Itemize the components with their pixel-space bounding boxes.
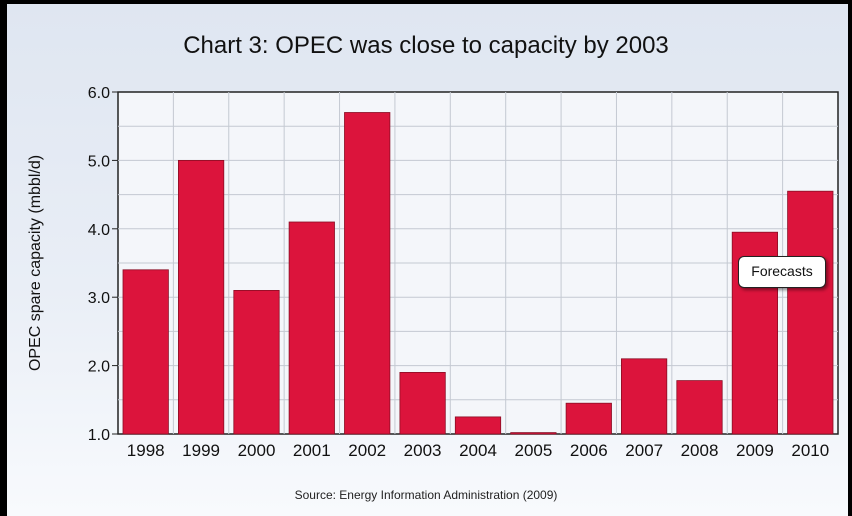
y-tick-label: 2.0 (88, 359, 110, 376)
y-tick-label: 6.0 (88, 85, 110, 102)
bar-2004 (454, 416, 502, 435)
source-note: Source: Energy Information Administratio… (294, 488, 558, 502)
x-tick-label: 2007 (625, 441, 663, 460)
bar-2005 (510, 432, 557, 435)
y-axis-ticks: 1.0 2.0 3.0 4.0 5.0 6.0 (88, 85, 118, 444)
bar-1999 (177, 159, 225, 435)
x-tick-label: 1998 (127, 441, 165, 460)
bar-2006 (565, 402, 612, 435)
y-tick-label: 4.0 (88, 222, 110, 239)
x-tick-label: 2008 (681, 441, 719, 460)
bars (122, 112, 834, 435)
bar-2008 (676, 380, 723, 435)
forecasts-annotation: Forecasts (738, 256, 826, 288)
y-axis-label: OPEC spare capacity (mbbl/d) (27, 155, 44, 371)
x-tick-label: 2005 (514, 441, 552, 460)
bar-2007 (621, 358, 668, 435)
bar-2000 (233, 289, 280, 435)
x-tick-label: 2000 (238, 441, 276, 460)
x-tick-label: 2002 (348, 441, 386, 460)
x-tick-label: 2006 (570, 441, 608, 460)
bar-2001 (288, 221, 335, 435)
x-tick-label: 1999 (182, 441, 220, 460)
x-tick-label: 2001 (293, 441, 331, 460)
bar-2003 (399, 371, 446, 435)
x-tick-label: 2009 (736, 441, 774, 460)
x-tick-label: 2004 (459, 441, 497, 460)
chart-title: Chart 3: OPEC was close to capacity by 2… (183, 32, 669, 59)
x-tick-label: 2010 (791, 441, 829, 460)
bar-2002 (344, 112, 391, 435)
y-tick-label: 5.0 (88, 153, 110, 170)
bar-2010 (787, 190, 834, 435)
bar-1998 (122, 269, 169, 435)
y-tick-label: 3.0 (88, 290, 110, 307)
x-tick-label: 2003 (404, 441, 442, 460)
y-tick-label: 1.0 (88, 427, 110, 444)
x-axis-ticks: 1998 1999 2000 2001 2002 2003 2004 2005 2006 2007… (127, 441, 829, 460)
